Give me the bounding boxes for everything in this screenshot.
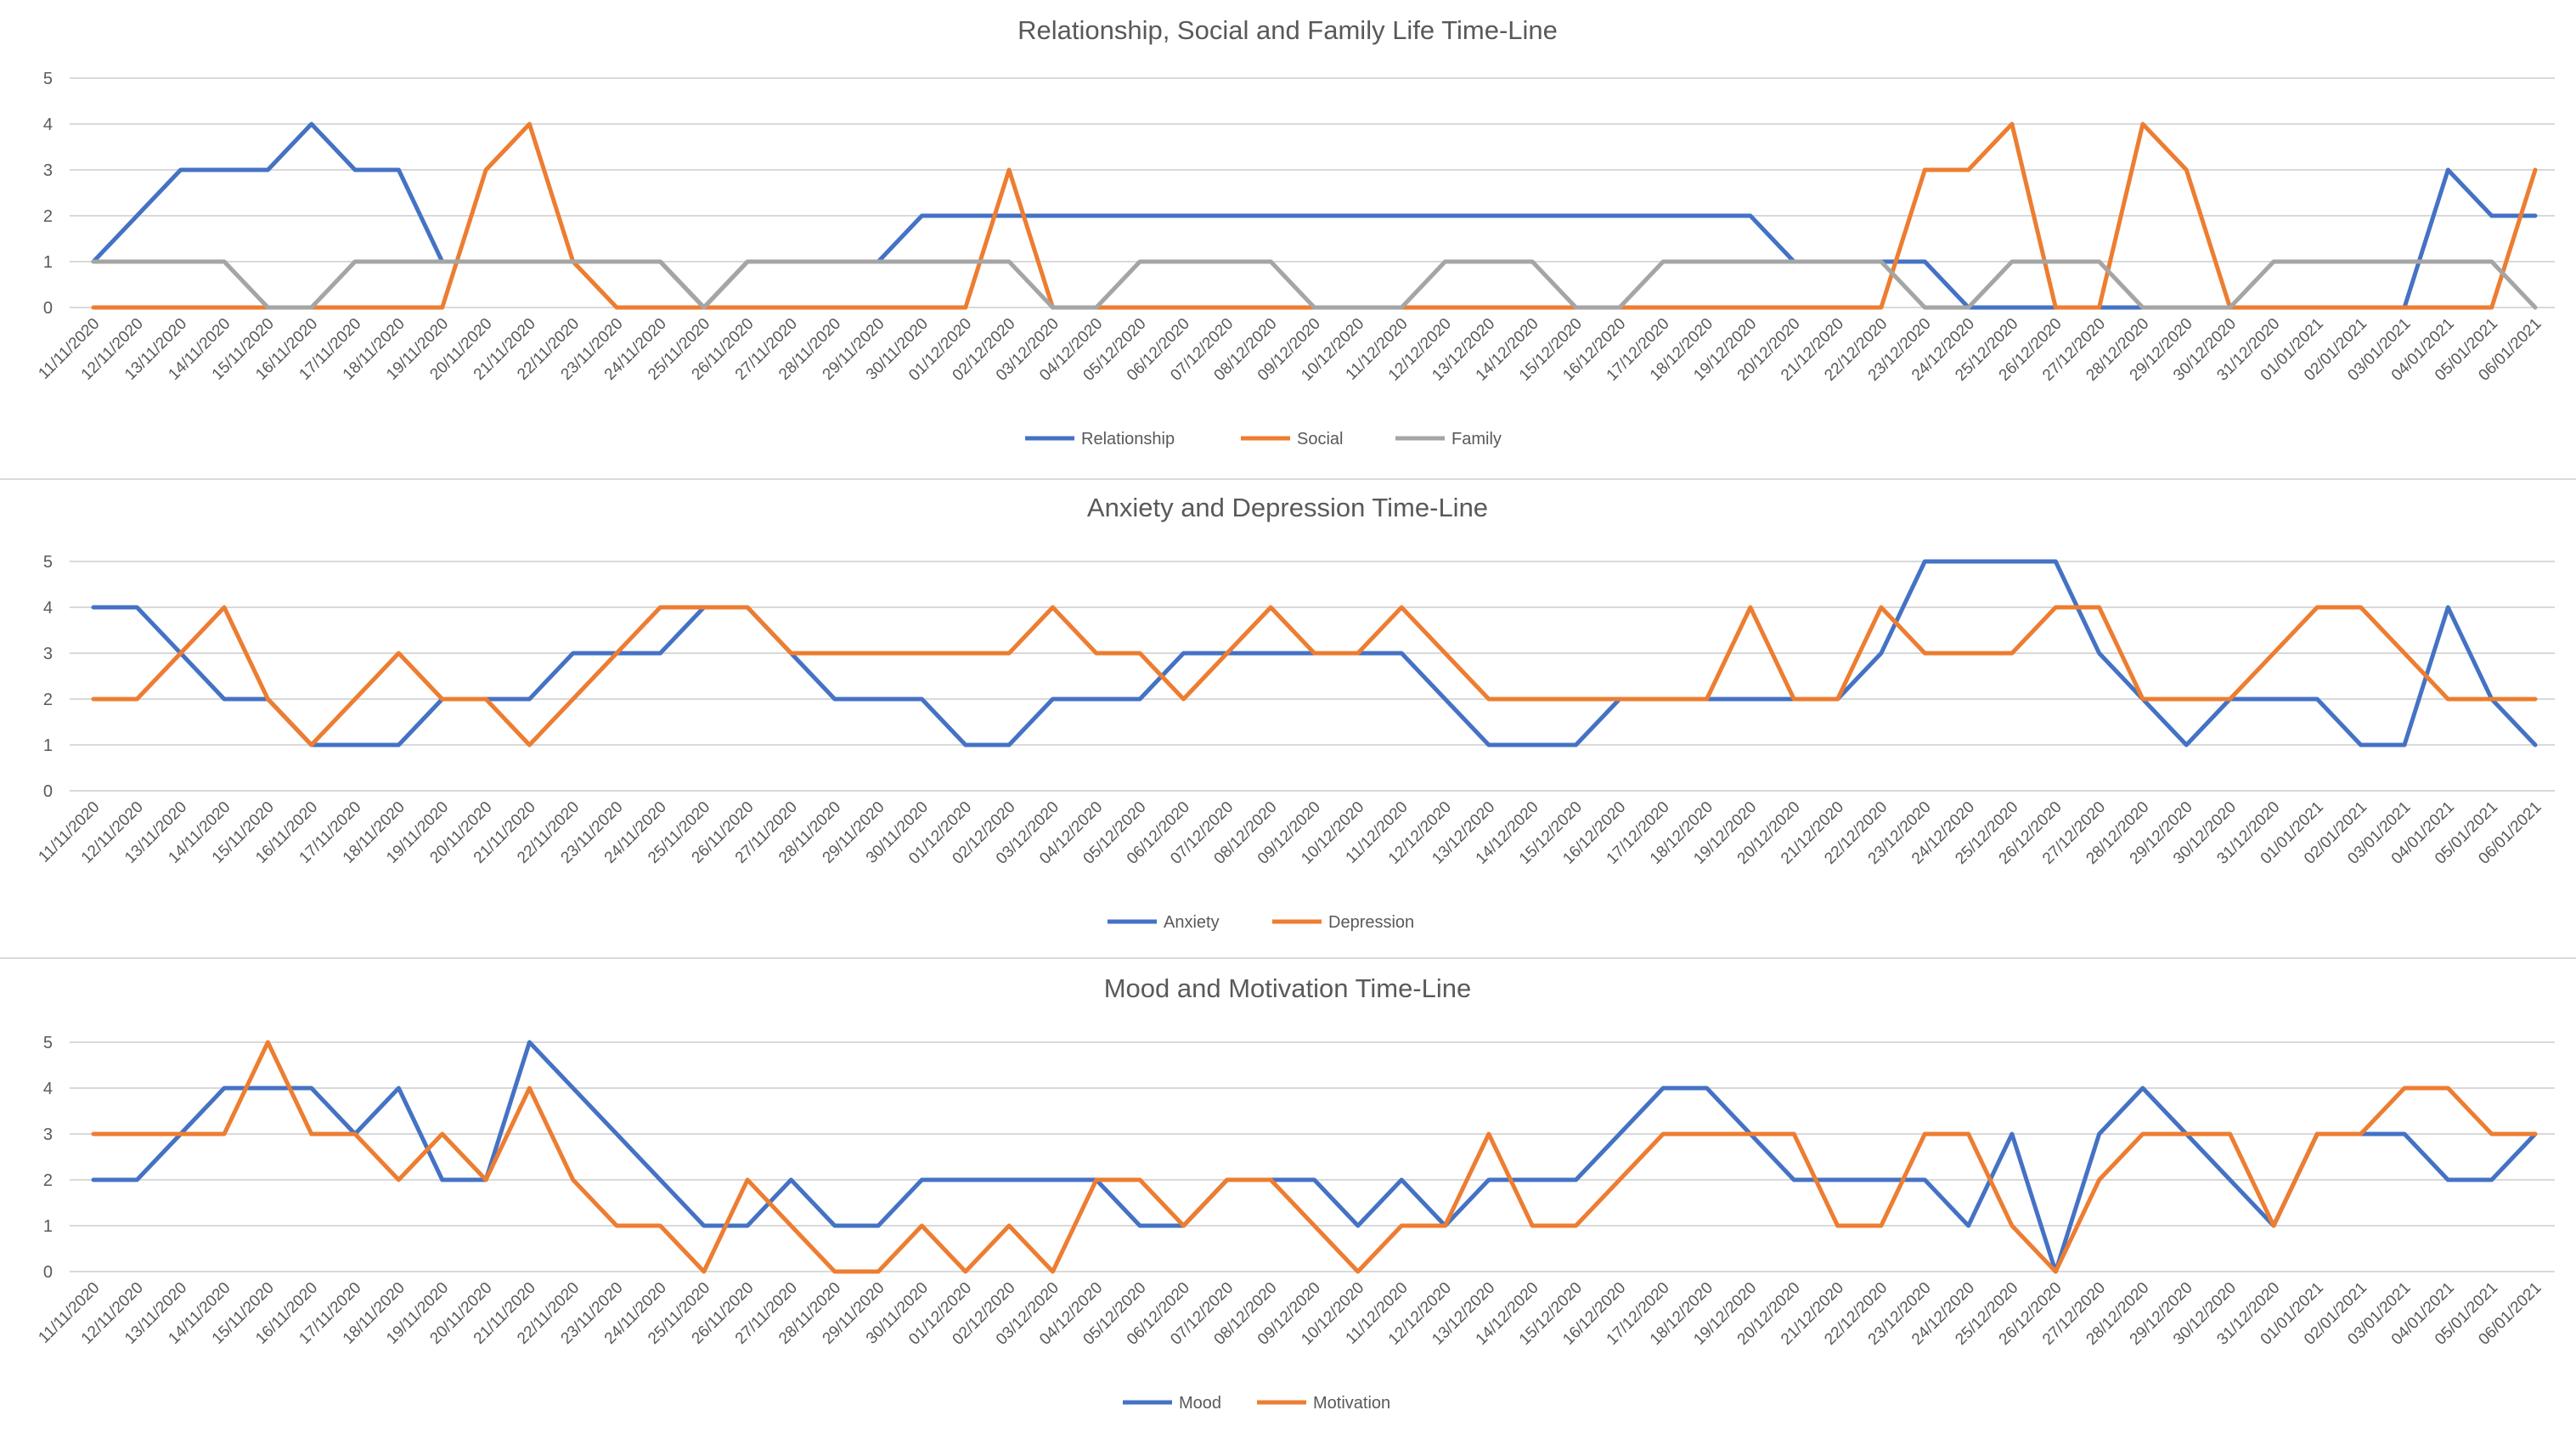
y-tick-label: 0 [43, 782, 53, 801]
y-tick-label: 3 [43, 161, 53, 180]
legend-item-motivation: Motivation [1257, 1394, 1390, 1413]
chart-title: Mood and Motivation Time-Line [1104, 973, 1472, 1003]
series-line-motivation [91, 1040, 2538, 1274]
y-tick-label: 3 [43, 645, 53, 663]
y-tick-label: 5 [43, 553, 53, 572]
y-tick-label: 0 [43, 1263, 53, 1282]
series-line-depression [91, 605, 2538, 747]
chart-panel-anxiety: Anxiety and Depression Time-Line 0 1 2 3 4 5 11… [0, 481, 2576, 956]
legend-label: Mood [1179, 1394, 1221, 1413]
legend-item-mood: Mood [1123, 1394, 1221, 1413]
series-line-mood [91, 1040, 2538, 1274]
chart-title: Relationship, Social and Family Life Tim… [1017, 15, 1558, 45]
y-tick-label: 2 [43, 207, 53, 226]
y-tick-label: 5 [43, 70, 53, 88]
legend-label: Anxiety [1164, 913, 1220, 932]
series-line-family [91, 259, 2538, 310]
y-tick-label: 4 [43, 116, 53, 134]
y-tick-label: 2 [43, 1171, 53, 1190]
y-tick-label: 1 [43, 736, 53, 755]
legend-label: Depression [1328, 913, 1414, 932]
y-tick-label: 3 [43, 1125, 53, 1144]
y-tick-label: 5 [43, 1034, 53, 1052]
legend-item-anxiety: Anxiety [1108, 913, 1220, 932]
y-tick-label: 4 [43, 599, 53, 618]
legend-label: Relationship [1081, 430, 1175, 448]
legend-label: Social [1297, 430, 1343, 448]
legend-item-family: Family [1395, 430, 1502, 448]
divider [0, 478, 2576, 480]
legend-label: Family [1451, 430, 1502, 448]
legend-item-relationship: Relationship [1025, 430, 1175, 448]
y-tick-label: 1 [43, 253, 53, 272]
legend-item-social: Social [1241, 430, 1343, 448]
chart-panel-mood: Mood and Motivation Time-Line 0 1 2 3 4 5 11/11… [0, 960, 2576, 1440]
chart-title: Anxiety and Depression Time-Line [1087, 493, 1488, 522]
divider [0, 957, 2576, 959]
chart-anxiety-svg: Anxiety and Depression Time-Line01234511… [35, 493, 2555, 932]
legend-item-depression: Depression [1272, 913, 1414, 932]
y-tick-label: 4 [43, 1080, 53, 1098]
y-tick-label: 1 [43, 1217, 53, 1236]
chart-panel-relationship: Relationship, Social and Family Life Tim… [0, 0, 2576, 477]
chart-relationship-svg: Relationship, Social and Family Life Tim… [35, 15, 2555, 448]
y-tick-label: 2 [43, 691, 53, 709]
legend-label: Motivation [1313, 1394, 1390, 1413]
chart-mood-svg: Mood and Motivation Time-Line01234511/11… [35, 973, 2555, 1413]
y-tick-label: 0 [43, 299, 53, 318]
